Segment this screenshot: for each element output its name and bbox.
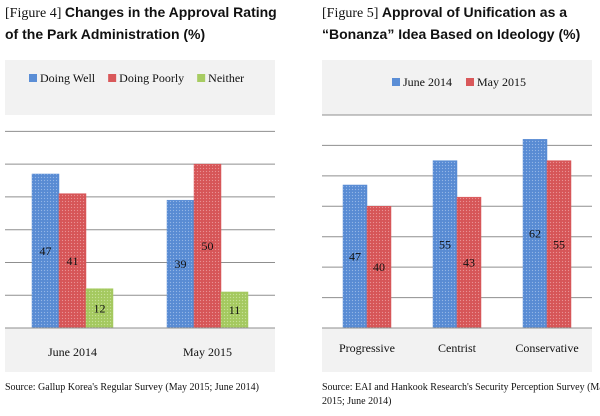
bar-may-2015-conservative bbox=[546, 160, 572, 329]
legend: Doing Well Doing Poorly Neither bbox=[29, 71, 244, 85]
bar-june-2014-progressive bbox=[342, 184, 368, 329]
x-tick-label-june-2014: June 2014 bbox=[48, 345, 97, 359]
data-label-may-2015-progressive: 40 bbox=[373, 260, 385, 274]
data-label-may-2015-centrist: 43 bbox=[463, 256, 475, 270]
legend-swatch-june-2014 bbox=[392, 78, 400, 86]
figure-4-source: Source: Gallup Korea's Regular Survey (M… bbox=[5, 382, 259, 393]
figure-5-title: [Figure 5] Approval of Unification as a … bbox=[322, 2, 600, 46]
bar-june-2014-centrist bbox=[432, 160, 458, 329]
figure-4-label: [Figure 4] bbox=[5, 6, 62, 21]
data-label-doing-poorly-june-2014: 41 bbox=[67, 254, 79, 268]
data-label-june-2014-conservative: 62 bbox=[529, 227, 541, 241]
x-tick-label-conservative: Conservative bbox=[515, 341, 578, 355]
legend-swatch-doing-poorly bbox=[108, 74, 117, 82]
legend-label-may-2015: May 2015 bbox=[477, 75, 526, 89]
bar-may-2015-centrist bbox=[456, 196, 482, 329]
data-label-neither-may-2015: 11 bbox=[229, 303, 241, 317]
figure-4-chart: Doing Well Doing Poorly Neither 47 41 12 June … bbox=[5, 71, 275, 359]
legend-label-doing-poorly: Doing Poorly bbox=[119, 71, 184, 85]
data-label-june-2014-centrist: 55 bbox=[439, 237, 451, 251]
bar-neither-may-2015 bbox=[220, 291, 249, 329]
legend-swatch-doing-well bbox=[29, 74, 37, 82]
x-tick-label-centrist: Centrist bbox=[438, 341, 477, 355]
data-label-doing-poorly-may-2015: 50 bbox=[202, 239, 214, 253]
x-tick-label-progressive: Progressive bbox=[339, 341, 395, 355]
figure-4-title-text: Changes in the Approval Rating of the Pa… bbox=[5, 4, 277, 42]
bar-june-2014-conservative bbox=[522, 139, 548, 329]
figure-5-label: [Figure 5] bbox=[322, 6, 379, 21]
legend-label-doing-well: Doing Well bbox=[40, 71, 96, 85]
legend-swatch-neither bbox=[197, 74, 206, 82]
data-label-may-2015-conservative: 55 bbox=[553, 237, 565, 251]
legend-label-neither: Neither bbox=[208, 71, 244, 85]
bar-may-2015-progressive bbox=[366, 206, 392, 329]
bar-doing-poorly-may-2015 bbox=[193, 163, 222, 329]
figure-5-panel: [Figure 5] Approval of Unification as a … bbox=[322, 0, 600, 416]
legend-swatch-may-2015 bbox=[466, 78, 474, 86]
x-tick-label-may-2015: May 2015 bbox=[183, 345, 232, 359]
figure-5-title-text: Approval of Unification as a “Bonanza” I… bbox=[322, 4, 581, 42]
data-label-doing-well-june-2014: 47 bbox=[40, 244, 52, 258]
legend-label-june-2014: June 2014 bbox=[403, 75, 452, 89]
legend: June 2014 May 2015 bbox=[392, 75, 526, 89]
figure-4-panel: [Figure 4] Changes in the Approval Ratin… bbox=[5, 0, 295, 416]
data-label-neither-june-2014: 12 bbox=[94, 301, 106, 315]
figure-4-chart-area: Doing Well Doing Poorly Neither 47 41 12 June … bbox=[5, 60, 275, 372]
data-label-doing-well-may-2015: 39 bbox=[175, 257, 187, 271]
figure-4-title: [Figure 4] Changes in the Approval Ratin… bbox=[5, 2, 290, 46]
figure-5-chart: June 2014 May 2015 47 40 Progressive 55 43 Cent… bbox=[322, 75, 592, 355]
figure-5-source: Source: EAI and Hankook Research's Secur… bbox=[322, 382, 600, 407]
figure-5-chart-area: June 2014 May 2015 47 40 Progressive 55 43 Cent… bbox=[322, 60, 592, 372]
data-label-june-2014-progressive: 47 bbox=[349, 249, 361, 263]
